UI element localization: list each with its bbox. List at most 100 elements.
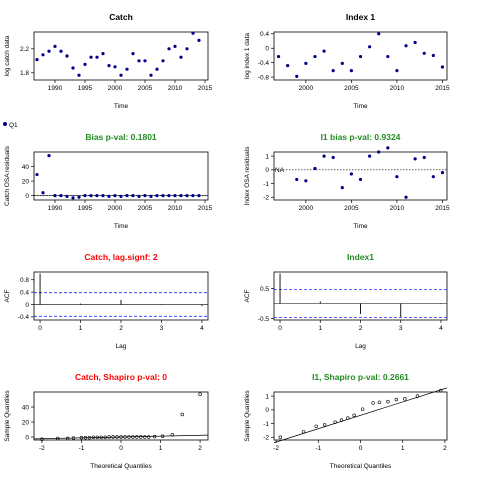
qq-point — [56, 436, 60, 441]
qq-point — [143, 435, 147, 439]
data-point — [173, 194, 177, 198]
y-tick-label: -0.4 — [258, 60, 270, 67]
x-tick-label: 2005 — [344, 205, 359, 212]
data-point — [125, 67, 129, 71]
chart-title: Catch — [109, 12, 133, 22]
x-tick-label: 0 — [359, 445, 363, 452]
plot-frame — [273, 391, 448, 441]
chart-title: I1 bias p-val: 0.9324 — [321, 132, 401, 142]
data-point — [53, 194, 57, 198]
chart-title: Bias p-val: 0.1801 — [85, 132, 157, 142]
data-point — [358, 177, 363, 182]
data-point — [295, 177, 299, 182]
y-tick-label: 1.8 — [20, 70, 29, 77]
y-tick-label: 40 — [22, 164, 30, 171]
x-tick-label: 3 — [160, 325, 164, 332]
x-tick-label: 0 — [119, 445, 123, 452]
data-point — [413, 40, 417, 45]
qq-point — [111, 435, 115, 439]
data-point — [185, 194, 189, 198]
data-point — [404, 44, 408, 48]
data-point — [107, 64, 111, 68]
qq-point — [386, 399, 390, 404]
qq-point — [170, 433, 175, 437]
data-point — [59, 49, 63, 53]
data-point — [77, 73, 81, 77]
x-tick-label: -2 — [39, 445, 45, 452]
x-tick-label: 0 — [278, 325, 282, 332]
y-tick-label: 1 — [265, 393, 269, 400]
x-tick-label: 1990 — [48, 205, 63, 212]
data-point — [413, 157, 417, 161]
y-tick-label: 1 — [265, 153, 269, 160]
qq-point — [339, 418, 344, 422]
data-point — [95, 194, 99, 198]
qq-point — [65, 436, 70, 441]
qq-point — [115, 435, 119, 439]
data-point — [113, 194, 117, 198]
x-tick-label: -1 — [315, 445, 321, 452]
y-tick-label: 0.5 — [260, 286, 269, 293]
data-point — [179, 55, 183, 59]
data-point — [155, 194, 159, 198]
data-point — [137, 194, 141, 198]
chart-title: Catch, Shapiro p-val: 0 — [75, 372, 167, 382]
plot-frame — [273, 151, 448, 201]
data-point — [349, 69, 353, 73]
panel-bias-catch: Bias p-val: 0.1801 1990 1995 2000 2005 2010 20… — [4, 132, 213, 230]
data-point — [107, 194, 111, 198]
qq-point — [278, 435, 283, 439]
legend: Q1 — [3, 122, 18, 129]
x-tick-label: 2010 — [390, 205, 405, 212]
x-tick-label: 4 — [439, 325, 443, 332]
x-tick-label: 2015 — [435, 85, 450, 92]
data-point — [83, 62, 87, 66]
data-point — [167, 47, 171, 51]
x-axis-label: Lag — [116, 343, 127, 350]
panel-acf-index: Index1 0 1 2 3 4 -0.5 0.5 Lag ACF — [244, 252, 448, 350]
x-tick-label: 2 — [198, 445, 202, 452]
qq-point — [103, 435, 107, 440]
x-tick-label: 1 — [159, 445, 163, 452]
data-point — [77, 195, 81, 199]
data-point — [65, 194, 69, 198]
data-point — [322, 49, 326, 53]
data-point — [440, 170, 445, 175]
data-point — [83, 194, 87, 198]
qq-point — [415, 394, 420, 398]
panel-qq-catch: Catch, Shapiro p-val: 0-2 -1 0 1 202040Theor… — [4, 372, 209, 470]
data-point — [53, 44, 57, 49]
y-tick-label: 0.4 — [20, 289, 29, 296]
x-tick-label: 2 — [443, 445, 447, 452]
qq-point — [99, 435, 103, 440]
data-point — [304, 61, 308, 65]
data-point — [340, 61, 344, 65]
qq-point — [360, 407, 365, 411]
plot-frame — [33, 151, 209, 201]
x-tick-label: 1 — [401, 445, 405, 452]
qq-line — [273, 387, 448, 444]
x-tick-label: 2015 — [198, 205, 213, 212]
data-point — [155, 67, 159, 71]
data-point — [386, 146, 390, 150]
qq-point — [71, 436, 76, 440]
data-point — [131, 194, 135, 198]
data-point — [368, 45, 372, 49]
x-tick-label: 2005 — [344, 85, 359, 92]
data-point — [161, 59, 165, 63]
data-point — [71, 66, 75, 70]
data-point — [185, 47, 189, 51]
qq-point — [301, 430, 306, 434]
y-tick-label: -0.8 — [258, 74, 270, 81]
x-tick-label: 0 — [38, 325, 42, 332]
legend-label: Q1 — [9, 122, 18, 129]
data-point — [149, 73, 153, 77]
data-point — [47, 49, 51, 53]
x-tick-label: 2010 — [390, 85, 405, 92]
data-point — [395, 175, 399, 179]
data-point — [349, 172, 353, 176]
data-point — [173, 44, 177, 49]
qq-point — [152, 434, 157, 439]
data-point — [167, 194, 171, 198]
data-point — [89, 55, 93, 59]
